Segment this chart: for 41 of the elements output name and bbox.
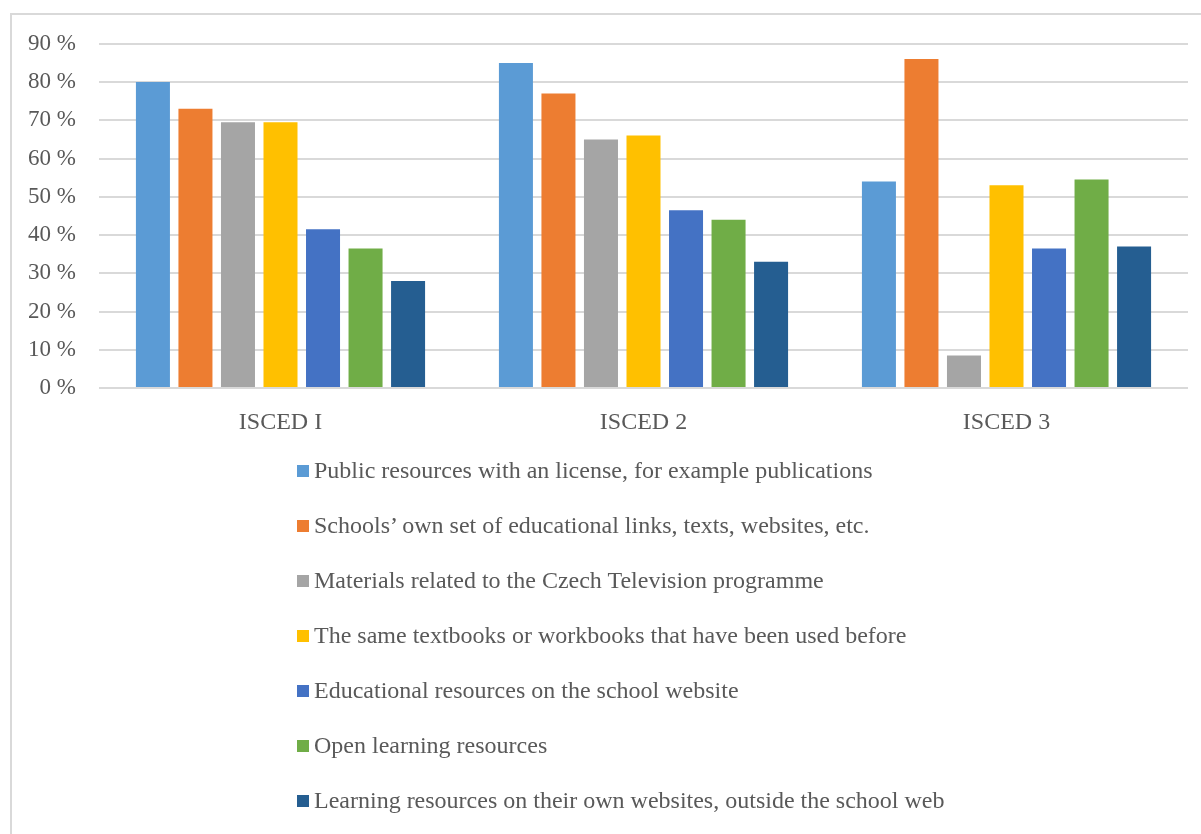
bar bbox=[498, 62, 533, 387]
y-tick-label: 80 % bbox=[28, 68, 76, 94]
legend-label: Open learning resources bbox=[314, 732, 548, 759]
y-tick-label: 90 % bbox=[28, 29, 76, 55]
bar bbox=[220, 122, 255, 387]
x-tick-label: ISCED I bbox=[238, 407, 323, 434]
bar bbox=[861, 181, 896, 387]
bar bbox=[904, 59, 939, 387]
legend-label: The same textbooks or workbooks that have been used before bbox=[314, 622, 907, 649]
bar bbox=[306, 229, 341, 387]
y-tick-label: 10 % bbox=[28, 335, 76, 361]
legend-label: Materials related to the Czech Television programme bbox=[314, 567, 824, 594]
legend-label: Educational resources on the school website bbox=[314, 677, 739, 704]
bar bbox=[541, 93, 576, 387]
bar bbox=[391, 280, 426, 387]
bar bbox=[711, 219, 746, 387]
legend-label: Learning resources on their own websites, outside the school web bbox=[314, 787, 945, 814]
y-tick-label: 40 % bbox=[28, 221, 76, 247]
bar bbox=[1074, 179, 1109, 387]
bar bbox=[626, 135, 661, 387]
bar bbox=[989, 185, 1024, 387]
legend-label: Schools’ own set of educational links, texts, websites, etc. bbox=[314, 512, 870, 539]
bar bbox=[946, 355, 981, 387]
x-tick-label: ISCED 3 bbox=[962, 407, 1051, 434]
bar bbox=[263, 122, 298, 387]
y-tick-label: 70 % bbox=[28, 106, 76, 132]
bar bbox=[1032, 248, 1067, 387]
y-tick-label: 0 % bbox=[39, 374, 76, 400]
x-tick-label: ISCED 2 bbox=[599, 407, 688, 434]
bar bbox=[669, 210, 704, 387]
bar bbox=[583, 139, 618, 387]
bar bbox=[1117, 246, 1152, 387]
y-tick-label: 60 % bbox=[28, 144, 76, 170]
legend-label: Public resources with an license, for example publications bbox=[314, 457, 873, 484]
bar bbox=[178, 108, 213, 387]
y-tick-label: 30 % bbox=[28, 259, 76, 285]
y-tick-label: 20 % bbox=[28, 297, 76, 323]
y-tick-label: 50 % bbox=[28, 182, 76, 208]
bar bbox=[754, 261, 789, 387]
bar bbox=[135, 82, 170, 387]
bar bbox=[348, 248, 383, 387]
